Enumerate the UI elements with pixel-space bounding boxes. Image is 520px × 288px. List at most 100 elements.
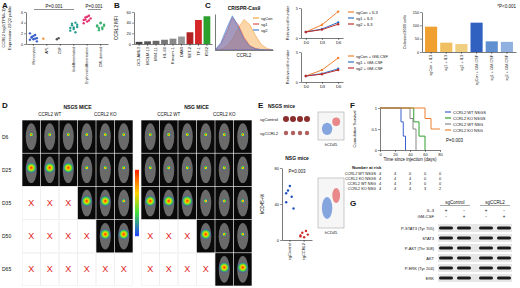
cell-bg: [78, 220, 96, 253]
legend-swatch: [348, 67, 354, 68]
tick: 60: [127, 10, 134, 15]
axis-title: hCD45: [325, 230, 338, 235]
band: [439, 236, 453, 239]
tick: MV4-11: [153, 44, 158, 61]
mouse-image: [215, 154, 233, 187]
tissue: [291, 131, 295, 135]
signal: [44, 162, 55, 173]
area: [215, 16, 273, 50]
legend-item: CCRL2 WT NSG: [445, 122, 483, 127]
blot-strip: [438, 274, 512, 282]
line: [306, 22, 338, 32]
tick-mark: [24, 44, 26, 45]
mouse-image: X: [22, 187, 40, 220]
legend-swatch: [253, 29, 259, 30]
tick-label: APL: [45, 47, 49, 54]
tick: 6: [21, 11, 26, 15]
tick: 0: [129, 42, 134, 47]
signal: [185, 166, 189, 170]
mouse-image: X: [22, 220, 40, 253]
panel-g: GsgControlsgCCRL2IL-3+-+-GM-CSF-+-+P-STA…: [350, 199, 512, 282]
tick: Kasumi-1: [170, 44, 175, 64]
count: 0: [439, 182, 441, 186]
signal: [122, 132, 126, 136]
band: [457, 236, 471, 239]
cell-bg: [234, 253, 252, 286]
signal: [204, 199, 208, 203]
legend-item: CCRL2 WT NSGS: [445, 110, 486, 115]
tick: sgCCRL2: [301, 240, 306, 260]
cell-bg: [160, 187, 178, 220]
marker: [305, 75, 307, 77]
y-axis: 0246: [21, 11, 27, 47]
column-label: sgControl: [445, 200, 464, 205]
band: [457, 276, 471, 279]
cell-bg: [234, 187, 252, 220]
title: CRISPR-Cas9: [228, 5, 261, 11]
plot-area: [305, 10, 340, 33]
tick-mark: [420, 52, 422, 53]
mouse-image: [215, 120, 233, 153]
tick-label: Undifferentiated: [72, 47, 76, 72]
mouse: [100, 223, 111, 250]
signal: [167, 166, 171, 170]
count: 2: [439, 187, 441, 191]
legend-item: CCRL2 KO NSG: [445, 128, 483, 133]
annotation: A: [2, 1, 8, 10]
mouse-image: [59, 154, 77, 187]
treatment-sign: +: [503, 214, 506, 219]
axis-title: hCD45: [325, 142, 338, 147]
legend-swatch: [445, 129, 451, 130]
tick-label: sgControl: [287, 243, 292, 260]
legend-item: sgCon: [253, 16, 273, 21]
signal: [222, 166, 226, 170]
y-axis: 050100150: [413, 11, 423, 55]
tick: 150: [413, 11, 422, 15]
tick: 20: [393, 150, 398, 157]
band: [497, 256, 511, 259]
y-axis: 0204060: [127, 10, 135, 47]
line: [306, 69, 338, 76]
axis-title: CCRL2 log2(TPM+1): [1, 8, 6, 48]
tick-mark: [378, 108, 380, 109]
cell-bg: [22, 120, 40, 153]
signal: [81, 196, 92, 207]
tick-mark: [46, 44, 47, 46]
marker: [305, 31, 307, 33]
marker: [321, 28, 323, 30]
tick: TF-1: [196, 44, 201, 55]
tick-label: 0: [296, 36, 299, 41]
axis-line: [135, 44, 213, 45]
mouse-image: [234, 253, 252, 286]
death-mark: X: [184, 231, 190, 241]
marker: [305, 75, 307, 77]
marker: [305, 31, 307, 33]
tick-mark: [280, 168, 282, 169]
signal: [122, 166, 126, 170]
death-mark: X: [28, 231, 34, 241]
marker: [305, 31, 307, 33]
tick: D0: [304, 82, 310, 89]
cell-bg: [197, 220, 215, 253]
point: [74, 31, 76, 33]
axis-line: [134, 13, 135, 45]
tissue: [283, 116, 289, 122]
tick: 5: [296, 6, 301, 11]
mouse-image: [160, 154, 178, 187]
band: [439, 256, 453, 259]
point: [71, 23, 73, 25]
cell-bg: [22, 253, 40, 286]
death-mark: X: [84, 231, 90, 241]
band: [479, 246, 493, 249]
x-axis: [216, 50, 274, 51]
point: [74, 21, 76, 23]
mouse: [63, 157, 74, 184]
mouse-image: [160, 120, 178, 153]
blot-strip: [438, 234, 512, 242]
mouse-image: [115, 220, 133, 253]
tick-mark: [280, 204, 282, 205]
cell-bg: [141, 220, 159, 253]
bar: [170, 39, 177, 44]
treatment-sign: -: [463, 208, 465, 213]
annotation: B: [114, 1, 120, 10]
